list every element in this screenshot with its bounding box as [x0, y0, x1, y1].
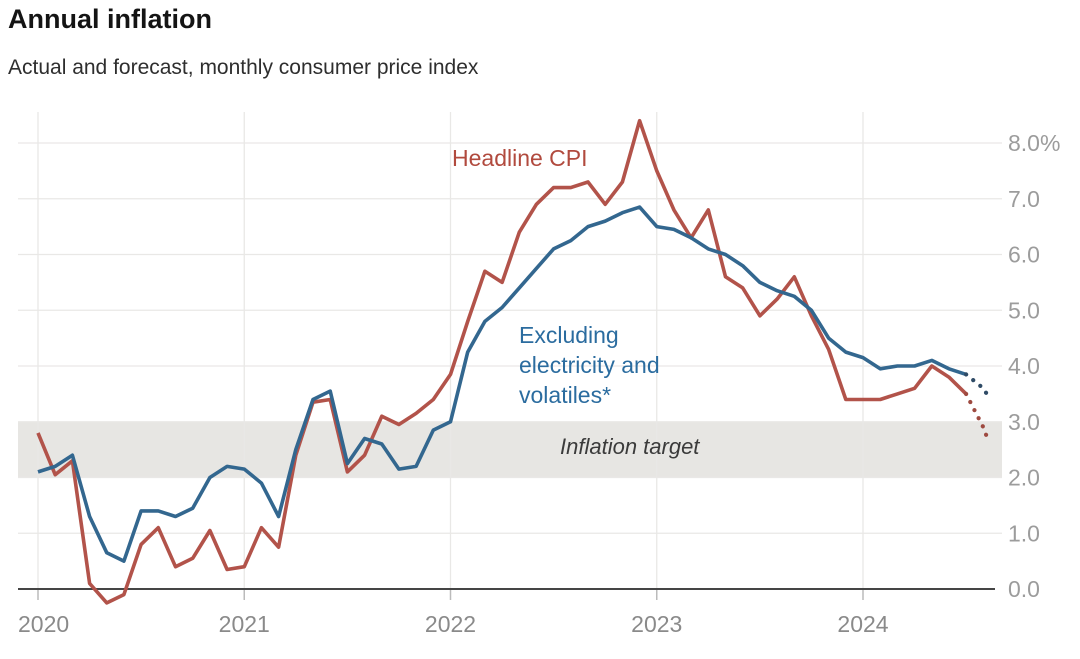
- chart-title: Annual inflation: [8, 4, 212, 34]
- y-tick-label: 0.0: [1008, 576, 1040, 602]
- excluding-volatiles-forecast-line: [963, 372, 991, 399]
- y-tick-label: 8.0%: [1008, 130, 1060, 156]
- inflation-target-band: [18, 421, 1002, 478]
- x-tick-label: 2020: [18, 611, 69, 637]
- y-tick-label: 1.0: [1008, 520, 1040, 546]
- x-tick-label: 2022: [425, 611, 476, 637]
- x-tick-label: 2023: [631, 611, 682, 637]
- y-tick-label: 4.0: [1008, 353, 1040, 379]
- y-tick-label: 6.0: [1008, 242, 1040, 268]
- y-tick-label: 2.0: [1008, 465, 1040, 491]
- headline-cpi-line: [36, 118, 968, 605]
- x-tick-label: 2024: [837, 611, 888, 637]
- x-tick-label: 2021: [219, 611, 270, 637]
- headline-cpi-forecast-line: [963, 391, 991, 444]
- y-tick-label: 3.0: [1008, 409, 1040, 435]
- y-tick-label: 7.0: [1008, 186, 1040, 212]
- excluding-volatiles-line: [37, 205, 967, 563]
- y-tick-label: 5.0: [1008, 297, 1040, 323]
- chart-subtitle: Actual and forecast, monthly consumer pr…: [8, 56, 479, 79]
